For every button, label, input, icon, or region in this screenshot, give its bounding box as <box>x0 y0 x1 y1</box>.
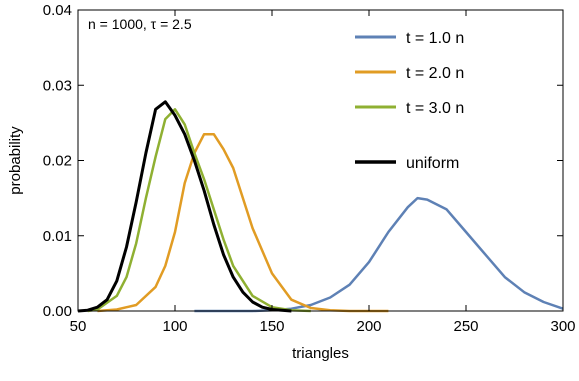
legend-label: t = 1.0 n <box>406 30 464 47</box>
y-tick-label: 0.02 <box>43 153 72 170</box>
y-tick-label: 0.04 <box>43 2 72 19</box>
series-line-uniform <box>77 100 292 313</box>
legend-label: uniform <box>406 155 459 172</box>
chart-annotation: n = 1000, τ = 2.5 <box>88 16 192 32</box>
x-tick-label: 300 <box>550 318 575 335</box>
y-tick-label: 0.03 <box>43 77 72 94</box>
series-line-t-1-0-n <box>194 196 564 313</box>
x-tick-label: 50 <box>70 318 87 335</box>
plot-frame <box>77 9 564 312</box>
ticks-layer: 50 100 150 200 250 300 0.00 0.01 0.02 0.03 0.04 <box>43 2 576 335</box>
x-tick-label: 150 <box>259 318 284 335</box>
legend-label: t = 2.0 n <box>406 65 464 82</box>
x-tick-label: 100 <box>162 318 187 335</box>
series-line-t-3-0-n <box>87 108 311 313</box>
series-layer <box>77 100 564 313</box>
x-tick-label: 200 <box>356 318 381 335</box>
x-tick-label: 250 <box>453 318 478 335</box>
y-axis-label: probability <box>7 126 24 195</box>
x-axis-label: triangles <box>292 345 349 362</box>
legend: t = 1.0 n t = 2.0 n t = 3.0 n uniform <box>355 30 464 172</box>
legend-label: t = 3.0 n <box>406 100 464 117</box>
series-line-t-2-0-n <box>97 132 389 313</box>
y-tick-label: 0.01 <box>43 228 72 245</box>
y-tick-label: 0.00 <box>43 303 72 320</box>
